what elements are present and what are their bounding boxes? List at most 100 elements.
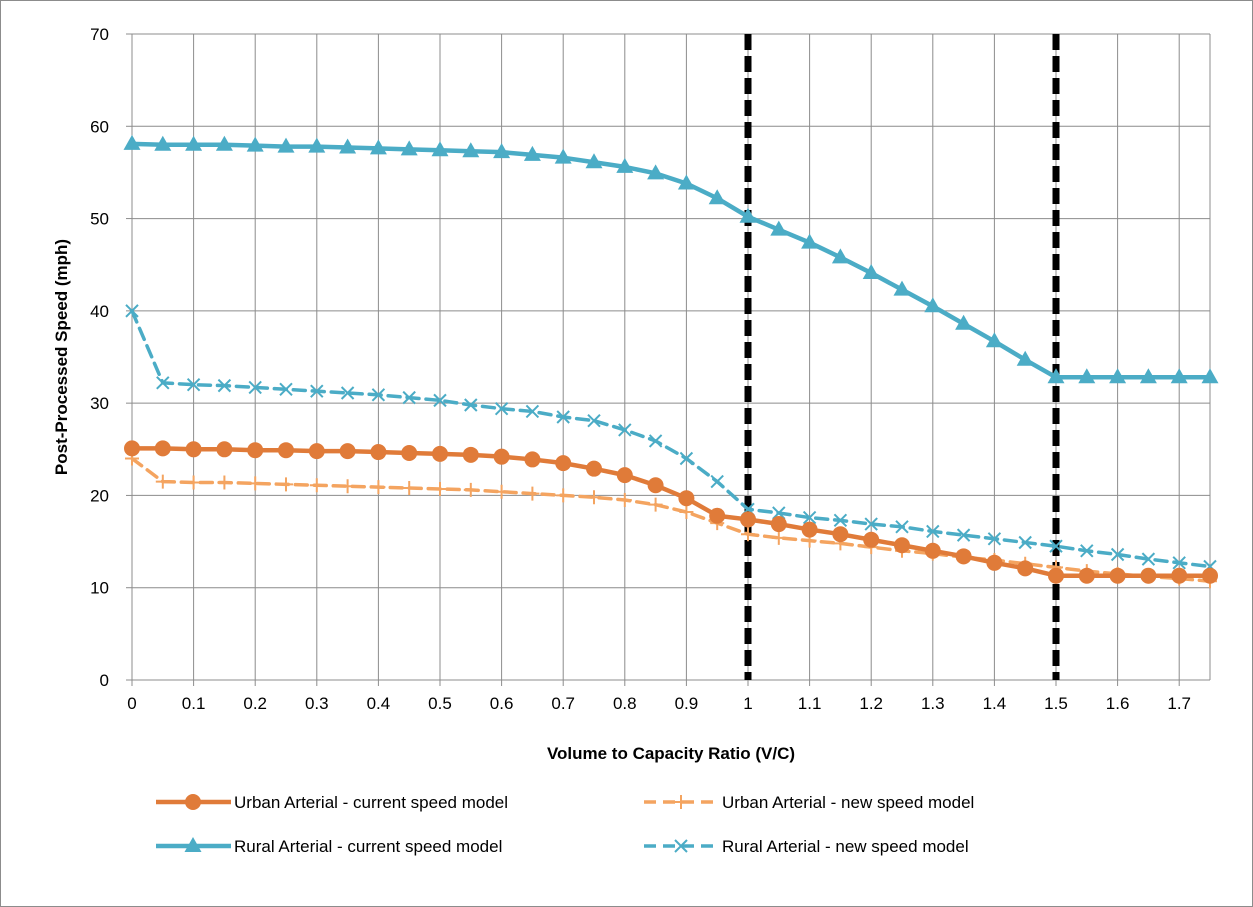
data-point [464, 398, 478, 412]
data-point [741, 527, 755, 542]
data-point [771, 530, 786, 545]
data-point [677, 174, 695, 190]
x-tick-label: 0.1 [182, 694, 206, 713]
data-point [493, 448, 510, 465]
data-point [955, 314, 973, 330]
data-point [1171, 567, 1188, 584]
data-point [1017, 560, 1034, 577]
data-point [616, 467, 633, 484]
x-tick-label: 1.5 [1044, 694, 1068, 713]
legend-label: Urban Arterial - current speed model [234, 793, 508, 812]
x-tick-label: 1.6 [1106, 694, 1130, 713]
data-point [955, 548, 972, 565]
data-point [431, 141, 449, 157]
data-point [123, 134, 141, 150]
data-point [308, 443, 325, 460]
data-point [369, 139, 387, 155]
data-point [340, 386, 355, 400]
data-point [708, 189, 726, 205]
data-point [924, 297, 942, 313]
data-point [185, 441, 202, 458]
data-point [1078, 368, 1096, 384]
data-point [525, 486, 540, 501]
data-point [462, 142, 480, 158]
data-point [463, 482, 478, 497]
data-point [308, 137, 326, 153]
data-point [154, 135, 172, 151]
data-point [987, 532, 1002, 546]
data-point [1109, 567, 1126, 584]
data-point [402, 390, 416, 405]
data-point [215, 135, 233, 151]
data-point [433, 393, 447, 408]
data-point [494, 401, 509, 416]
x-tick-label: 1.2 [859, 694, 883, 713]
legend-marker [674, 839, 688, 853]
data-point [246, 136, 264, 152]
data-point [462, 446, 479, 463]
data-point [493, 143, 511, 159]
data-point [926, 524, 940, 539]
y-tick-label: 0 [100, 671, 109, 690]
x-tick-label: 0.7 [551, 694, 575, 713]
data-point [216, 441, 233, 458]
data-point [1109, 368, 1127, 384]
data-point [525, 404, 540, 419]
x-tick-label: 1.4 [983, 694, 1007, 713]
x-tick-label: 0.6 [490, 694, 514, 713]
data-point [1078, 567, 1095, 584]
data-point [1016, 350, 1034, 366]
data-point [401, 444, 418, 461]
series-line [130, 456, 1212, 584]
data-point [279, 477, 293, 492]
data-point [554, 148, 572, 164]
legend-marker [185, 794, 201, 810]
series-3 [125, 304, 1217, 574]
data-point [156, 376, 170, 390]
data-point [618, 423, 632, 437]
data-point [1139, 368, 1157, 384]
series-line [129, 446, 1213, 578]
legend-marker [674, 795, 688, 809]
data-point [1140, 567, 1157, 584]
data-point [710, 474, 724, 489]
data-point [279, 382, 293, 397]
data-point [371, 388, 386, 402]
data-point [678, 490, 695, 507]
data-point [310, 384, 324, 398]
data-point [1110, 547, 1125, 562]
y-tick-label: 30 [90, 394, 109, 413]
data-point [1172, 556, 1186, 570]
data-point [523, 145, 541, 161]
data-point [985, 332, 1003, 348]
data-point [524, 451, 541, 468]
data-point [278, 442, 294, 459]
x-tick-label: 1.3 [921, 694, 945, 713]
data-point [1080, 544, 1094, 558]
data-point [1201, 368, 1219, 384]
data-point [125, 304, 139, 318]
x-tick-label: 0.3 [305, 694, 329, 713]
data-point [494, 484, 509, 499]
data-point [309, 478, 324, 493]
y-tick-label: 50 [90, 210, 109, 229]
data-point [831, 248, 849, 264]
x-tick-label: 0 [127, 694, 136, 713]
x-tick-label: 0.9 [675, 694, 699, 713]
data-point [679, 505, 694, 520]
legend-item: Urban Arterial - current speed model [156, 793, 508, 812]
tick-labels: 0 10 20 30 40 50 60 70 0 0.1 0.2 0.3 0.4 0.5 0.6 0.7 0.8… [90, 25, 1191, 713]
x-tick-label: 0.2 [243, 694, 267, 713]
data-point [1170, 368, 1188, 384]
data-point [186, 377, 201, 392]
y-tick-label: 70 [90, 25, 109, 44]
series-0 [124, 440, 1218, 584]
data-point [833, 513, 848, 528]
data-point [556, 488, 571, 503]
data-point [433, 481, 447, 496]
data-point [740, 511, 756, 528]
data-point [339, 443, 356, 460]
data-point [864, 517, 878, 531]
data-point [862, 264, 880, 280]
data-point [648, 497, 663, 512]
